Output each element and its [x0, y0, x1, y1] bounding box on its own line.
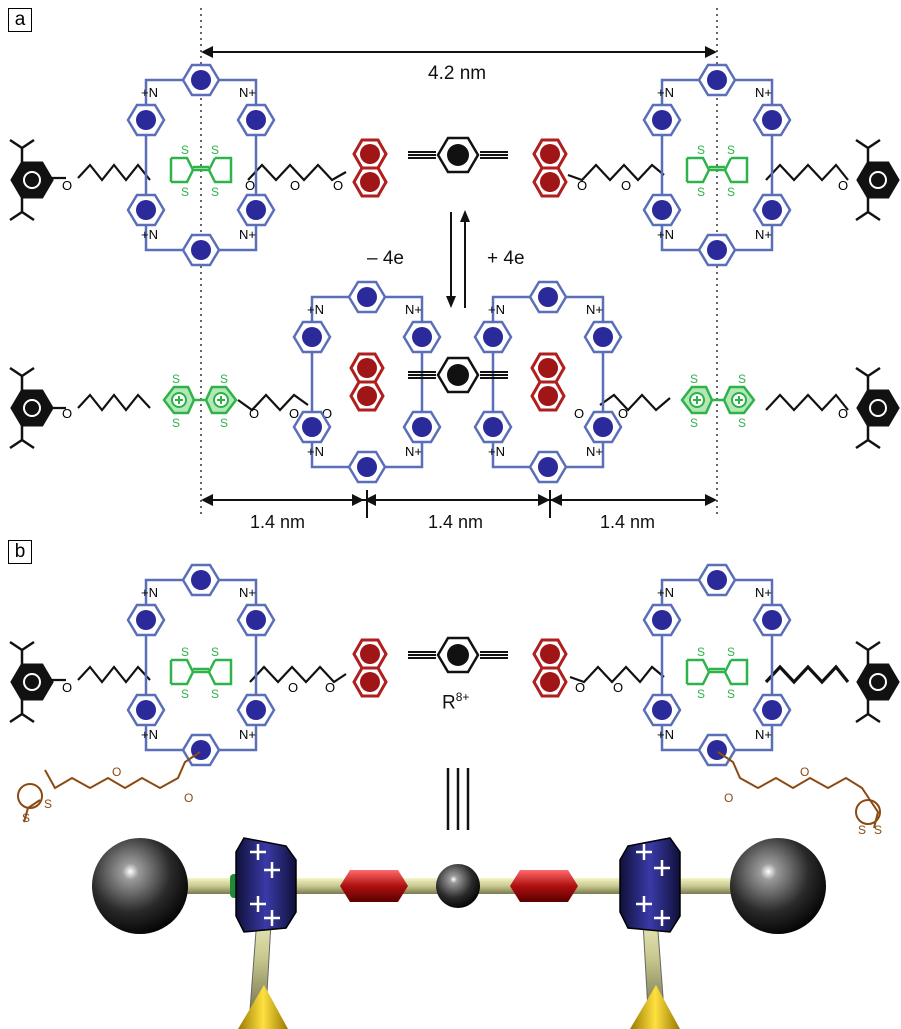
dimension-bottom-label-3: 1.4 nm: [600, 512, 656, 532]
panel-a-oxidized-state: O O O O O O O: [8, 282, 900, 482]
svg-text:O: O: [333, 178, 343, 193]
panel-a-label: a: [8, 8, 32, 32]
reduction-label: + 4e: [487, 248, 525, 269]
dimension-line-bottom: [201, 490, 717, 518]
svg-text:O: O: [613, 680, 623, 695]
svg-text:O: O: [618, 406, 628, 421]
stopper-right: [854, 138, 900, 222]
stopper-left: [8, 138, 54, 222]
dimension-bottom-label-2: 1.4 nm: [428, 512, 484, 532]
svg-text:S: S: [22, 811, 30, 825]
svg-text:O: O: [800, 765, 809, 779]
svg-text:O: O: [621, 178, 631, 193]
svg-text:S: S: [44, 797, 52, 811]
dimension-top-label: 4.2 nm: [428, 63, 487, 84]
3d-model: [92, 837, 826, 1029]
svg-text:O: O: [724, 791, 733, 805]
charge-label-superscript: 8+: [455, 690, 470, 704]
model-center-ball: [436, 864, 480, 908]
svg-text:O: O: [249, 406, 259, 421]
charge-label-base: R: [442, 692, 456, 714]
equivalence-symbol: [446, 768, 470, 830]
svg-text:O: O: [112, 765, 121, 779]
redox-arrows: [446, 210, 470, 308]
panel-b-structure: O O O O O O O O O S S S S: [8, 565, 900, 837]
model-ring-left: [235, 837, 297, 933]
charge-label: R8+: [442, 690, 469, 714]
svg-text:O: O: [289, 406, 299, 421]
dimension-bottom-label-1: 1.4 nm: [250, 512, 306, 532]
svg-text:O: O: [838, 178, 848, 193]
model-dnp-right: [510, 870, 578, 902]
svg-text:O: O: [288, 680, 298, 695]
svg-text:O: O: [574, 406, 584, 421]
panel-b-label: b: [8, 540, 32, 564]
oxidation-label: – 4e: [367, 248, 404, 269]
model-stopper-right: [730, 838, 826, 934]
svg-text:O: O: [577, 178, 587, 193]
svg-text:O: O: [62, 406, 72, 421]
svg-text:O: O: [184, 791, 193, 805]
svg-text:O: O: [838, 406, 848, 421]
model-stopper-left: [92, 838, 188, 934]
svg-text:O: O: [62, 178, 72, 193]
svg-text:O: O: [325, 680, 335, 695]
svg-text:S: S: [858, 823, 866, 837]
svg-text:O: O: [575, 680, 585, 695]
svg-text:O: O: [290, 178, 300, 193]
model-ring-right: [619, 837, 681, 933]
svg-text:S: S: [874, 823, 882, 837]
svg-text:O: O: [245, 178, 255, 193]
panel-a-ground-state: O O O O O O O: [8, 46, 900, 265]
model-dnp-left: [340, 870, 408, 902]
svg-text:O: O: [62, 680, 72, 695]
svg-text:O: O: [322, 406, 332, 421]
